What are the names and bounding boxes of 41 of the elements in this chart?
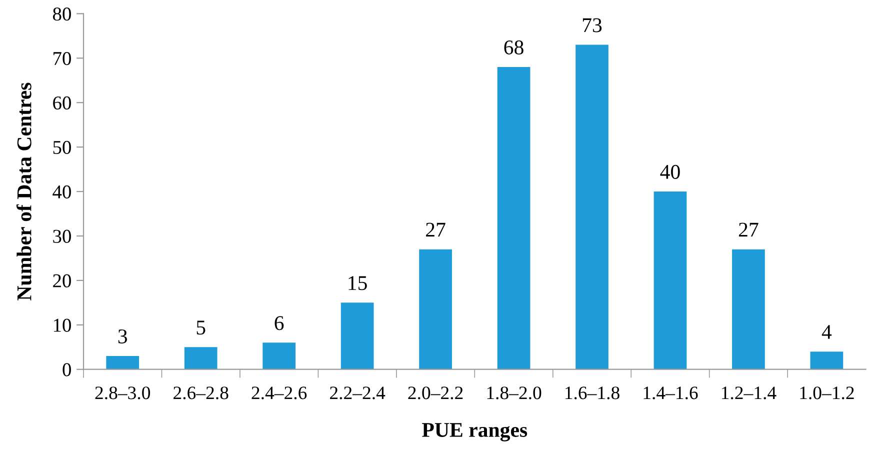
x-tick-label: 1.2–1.4	[722, 386, 776, 400]
x-tick-label: 1.8–2.0	[487, 386, 542, 400]
y-tick-label: 40	[52, 185, 71, 198]
bar	[497, 67, 530, 370]
data-label: 27	[738, 222, 758, 237]
data-label: 5	[196, 320, 206, 335]
bar	[654, 192, 687, 370]
y-tick-label: 30	[53, 230, 71, 243]
y-tick-label: 20	[53, 274, 71, 288]
x-tick-label: 2.4–2.6	[252, 386, 307, 400]
y-tick-label: 50	[53, 140, 71, 154]
bar	[732, 249, 765, 370]
data-label: 4	[822, 325, 832, 339]
y-tick-label: 80	[52, 7, 71, 21]
x-tick-label: 2.0–2.2	[408, 386, 463, 400]
y-axis-title: Number of Data Centres	[16, 82, 32, 300]
y-tick-label: 60	[53, 96, 71, 110]
data-label: 27	[426, 222, 446, 237]
x-tick-label: 1.6–1.8	[566, 386, 620, 400]
bar	[262, 342, 296, 370]
data-label: 3	[118, 329, 128, 344]
data-label: 6	[274, 316, 284, 330]
data-label: 40	[660, 164, 680, 179]
x-tick-label: 2.2–2.4	[330, 386, 386, 400]
x-tick-label: 2.6–2.8	[174, 386, 228, 400]
x-tick-label: 1.4–1.6	[644, 386, 698, 400]
y-tick-label: 0	[62, 363, 71, 376]
y-tick-label: 10	[54, 318, 71, 332]
data-label: 68	[504, 40, 524, 54]
x-tick-label: 1.0–1.2	[800, 386, 854, 400]
bar	[419, 249, 452, 370]
x-tick-label: 2.8–3.0	[95, 386, 150, 400]
y-tick-label: 70	[54, 52, 71, 66]
bar	[340, 302, 374, 370]
bar	[576, 44, 608, 370]
x-axis-title: PUE ranges	[422, 423, 528, 442]
bar	[184, 347, 218, 370]
data-label: 73	[582, 18, 602, 32]
bar	[106, 356, 140, 370]
data-label: 15	[348, 276, 367, 290]
bar	[810, 352, 844, 370]
